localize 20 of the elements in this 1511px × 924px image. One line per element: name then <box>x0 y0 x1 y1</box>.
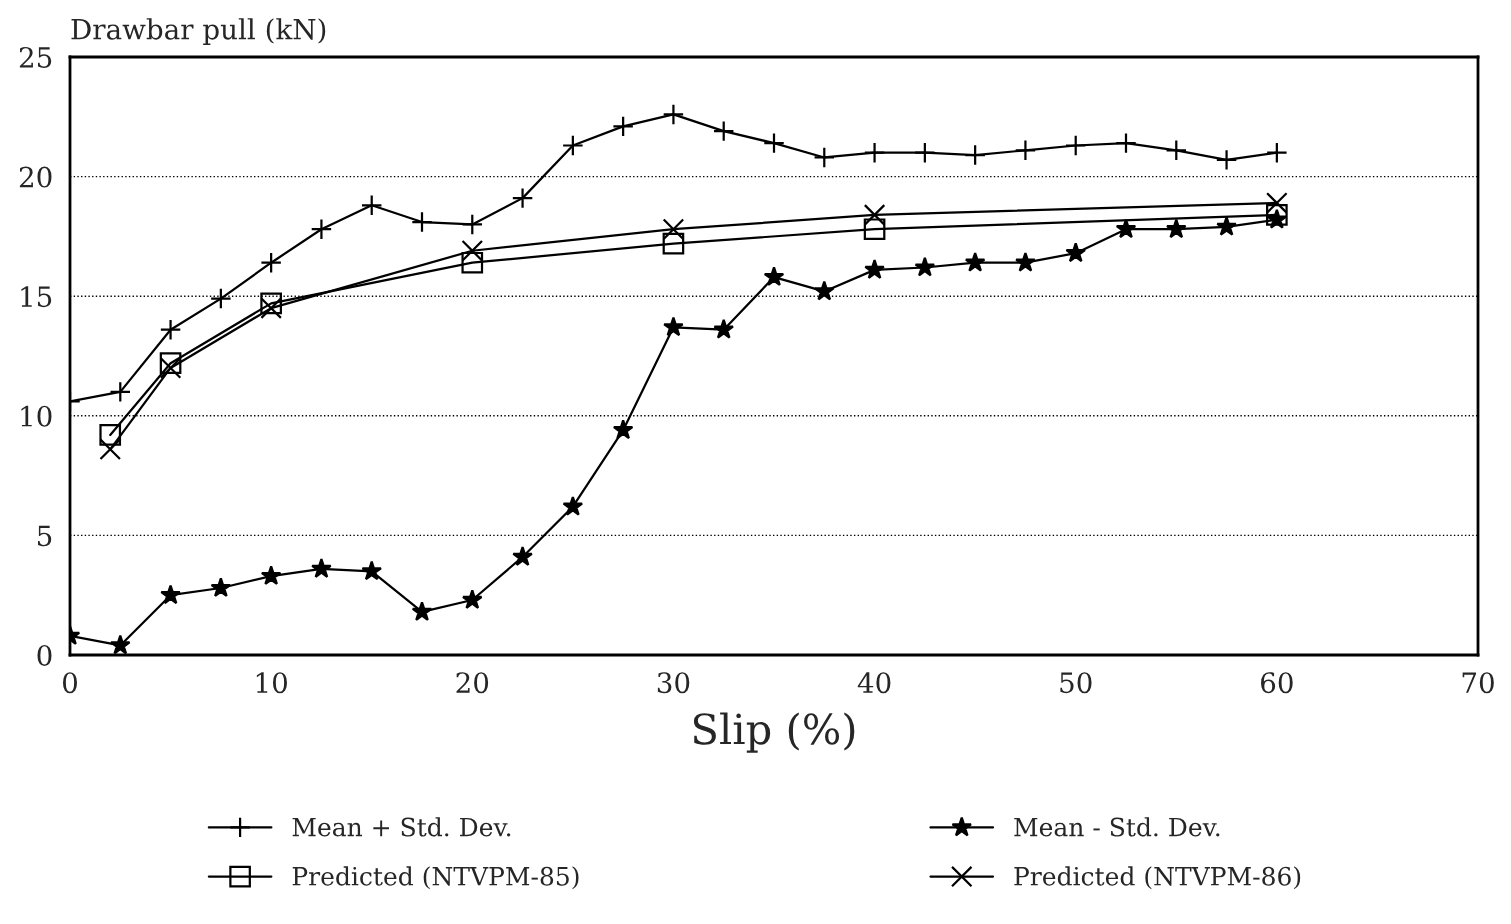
x-tick-label: 20 <box>456 672 489 694</box>
x-tick-label: 10 <box>256 672 287 694</box>
x-tick-label: 50 <box>1060 672 1092 694</box>
y-tick-label: 25 <box>19 46 52 68</box>
y-axis-title: Drawbar pull (kN) <box>71 18 326 46</box>
y-tick-label: 15 <box>21 286 52 308</box>
x-tick-label: 30 <box>657 672 690 694</box>
legend-label: Predicted (NTVPM-86) <box>1014 866 1301 890</box>
x-tick-label: 40 <box>857 672 891 694</box>
y-tick-label: 10 <box>21 405 52 427</box>
legend-label: Mean + Std. Dev. <box>292 817 511 837</box>
y-tick-label: 20 <box>19 166 52 188</box>
x-tick-label: 0 <box>62 672 77 694</box>
x-tick-label: 70 <box>1462 672 1494 694</box>
x-tick-label: 60 <box>1261 672 1293 694</box>
y-tick-label: 0 <box>37 644 52 666</box>
legend-label: Predicted (NTVPM-85) <box>292 866 579 890</box>
legend-label: Mean - Std. Dev. <box>1014 817 1220 837</box>
y-tick-label: 5 <box>38 525 52 547</box>
x-axis-title: Slip (%) <box>693 712 855 753</box>
